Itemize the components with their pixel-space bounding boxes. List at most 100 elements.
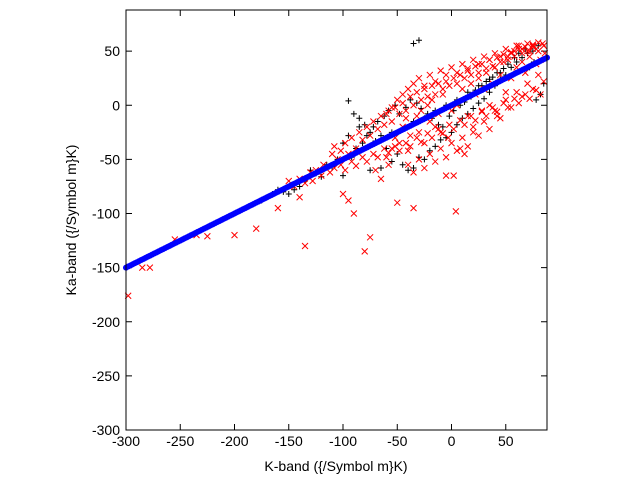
y-tick-label: -150 [92, 260, 120, 276]
plus-marker [399, 161, 406, 168]
x-tick-label: 0 [448, 433, 456, 449]
cross-marker [507, 48, 515, 56]
plus-marker [318, 173, 325, 180]
cross-marker [445, 82, 453, 90]
cross-marker [339, 190, 347, 198]
axis-ticks [125, 10, 547, 431]
cross-marker [539, 40, 547, 47]
plus-marker [407, 96, 414, 103]
cross-marker [406, 143, 414, 150]
tick-labels: -300 -250 -200 -150 -100 -50 0 50 -300 -250 -200 -1… [92, 43, 514, 449]
cross-marker [402, 139, 410, 147]
cross-marker [431, 158, 439, 165]
cross-marker [526, 53, 533, 60]
cross-marker [410, 80, 417, 87]
plus-marker [405, 167, 412, 174]
x-tick-label: 50 [498, 433, 514, 449]
cross-marker [370, 150, 377, 158]
cross-marker [393, 199, 401, 207]
cross-marker [456, 145, 464, 152]
cross-marker [482, 65, 490, 72]
cross-marker [404, 147, 412, 155]
plot-frame [125, 9, 548, 431]
y-tick-label: 0 [112, 97, 120, 113]
cross-marker [461, 74, 468, 82]
cross-marker [421, 85, 428, 93]
x-tick-label: -50 [387, 433, 407, 449]
cross-marker [491, 64, 499, 71]
plus-marker [363, 132, 370, 139]
cross-marker [417, 138, 425, 146]
cross-marker [399, 91, 407, 98]
cross-marker [453, 80, 461, 87]
cross-marker [439, 85, 447, 93]
cross-marker [231, 231, 238, 239]
plus-marker [350, 110, 357, 117]
cross-marker [486, 125, 493, 133]
cross-marker [138, 264, 146, 271]
cross-marker [431, 91, 439, 98]
cross-marker [537, 91, 544, 98]
fit-series-markers [123, 54, 550, 271]
cross-marker [383, 110, 390, 118]
plus-marker [340, 172, 347, 179]
cross-marker [410, 101, 417, 109]
cross-marker [415, 74, 423, 82]
cross-marker [377, 112, 385, 120]
cross-marker [450, 125, 458, 133]
cross-marker [309, 177, 316, 185]
plus-marker [432, 143, 439, 150]
cross-marker [431, 123, 439, 131]
cross-marker [439, 91, 447, 98]
cross-marker [402, 107, 410, 115]
cross-marker [366, 132, 374, 139]
cross-marker [421, 164, 428, 172]
plus-marker [367, 167, 374, 174]
plus-marker [486, 76, 493, 83]
cross-marker [388, 118, 396, 125]
plus-marker [291, 186, 298, 193]
cross-marker [518, 93, 526, 100]
cross-marker [428, 82, 436, 90]
cross-marker [442, 71, 450, 79]
cross-marker [504, 56, 512, 64]
cross-marker [518, 45, 526, 53]
cross-marker [475, 132, 482, 139]
cross-marker [469, 56, 477, 64]
plus-marker [437, 136, 444, 143]
cross-marker [540, 42, 548, 50]
cross-marker [428, 96, 436, 104]
cross-marker [374, 153, 382, 161]
plus-marker [377, 165, 384, 172]
cross-marker [350, 210, 358, 217]
cross-marker [410, 169, 417, 176]
y-tick-label: -100 [92, 206, 120, 222]
cross-marker [475, 69, 482, 77]
cross-marker [459, 60, 466, 68]
y-tick-label: -300 [92, 422, 120, 438]
cross-series-markers [124, 39, 549, 300]
cross-marker [496, 58, 504, 66]
cross-marker [352, 162, 360, 170]
cross-marker [491, 49, 499, 57]
cross-marker [426, 71, 434, 79]
plus-marker [475, 82, 482, 89]
cross-marker [450, 74, 458, 82]
cross-marker [421, 82, 428, 90]
cross-marker [377, 175, 385, 183]
cross-marker [361, 248, 369, 255]
cross-marker [464, 67, 472, 74]
cross-marker [534, 39, 542, 46]
cross-marker [452, 207, 460, 215]
y-tick-label: -50 [100, 151, 120, 167]
cross-marker [461, 121, 468, 129]
plus-marker [388, 158, 395, 165]
cross-marker [515, 99, 523, 107]
cross-marker [513, 88, 520, 96]
y-tick-label: 50 [104, 43, 120, 59]
cross-marker [448, 139, 455, 147]
cross-marker [385, 149, 392, 157]
cross-marker [534, 71, 542, 79]
cross-marker [493, 108, 501, 116]
cross-marker [489, 62, 497, 70]
